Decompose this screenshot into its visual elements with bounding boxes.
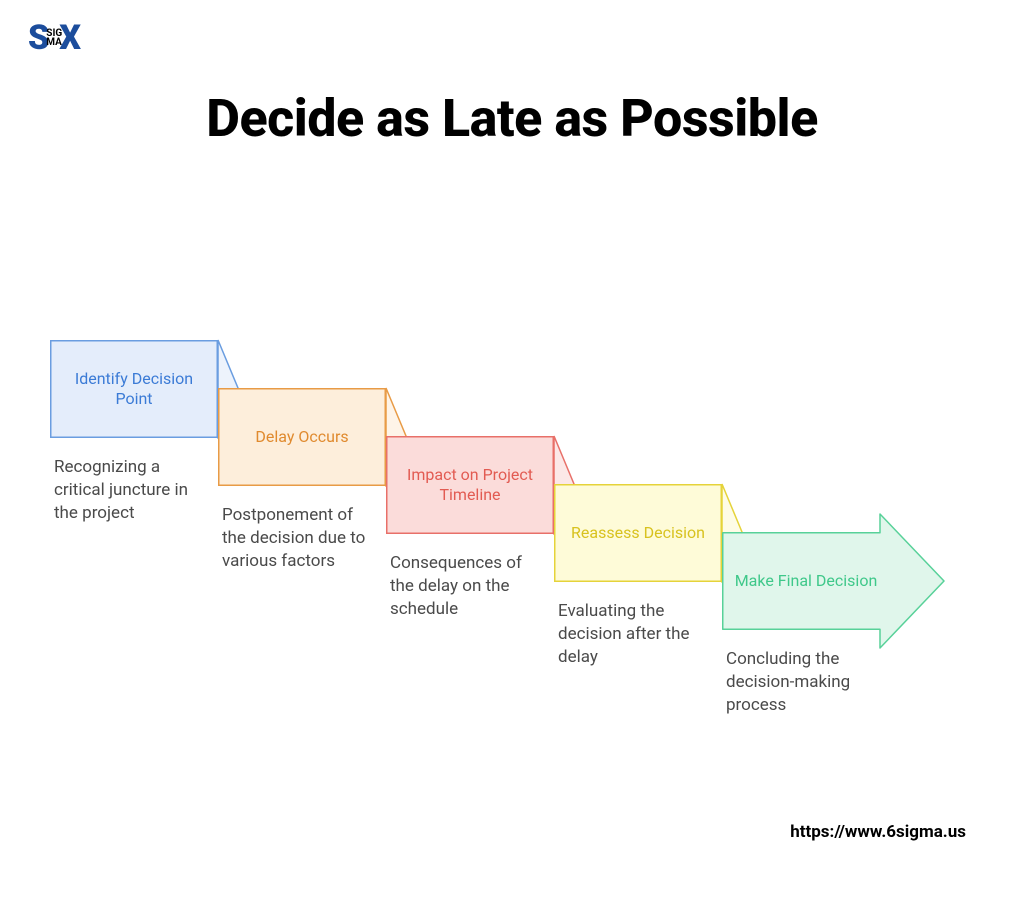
flow-stage-desc: Consequences of the delay on the schedul… — [390, 552, 546, 621]
flow-stage-label: Delay Occurs — [218, 388, 386, 486]
flow-stage-label: Reassess Decision — [554, 484, 722, 582]
flow-stage-label: Identify Decision Point — [50, 340, 218, 438]
flow-shape: Identify Decision Point — [50, 340, 238, 438]
flow-stage-desc: Recognizing a critical juncture in the p… — [54, 456, 210, 525]
logo-x: X — [59, 18, 80, 58]
flow-shape: Delay Occurs — [218, 388, 406, 486]
flow-stage-label: Make Final Decision — [722, 532, 890, 630]
flow-shape: Impact on Project Timeline — [386, 436, 574, 534]
flow-stage-3: Reassess DecisionEvaluating the decision… — [554, 484, 742, 582]
flow-stage-1: Delay OccursPostponement of the decision… — [218, 388, 406, 486]
flow-stage-desc: Postponement of the decision due to vari… — [222, 504, 378, 573]
flow-stage-desc: Concluding the decision-making process — [726, 648, 882, 717]
flow-stage-2: Impact on Project TimelineConsequences o… — [386, 436, 574, 534]
flow-stage-label: Impact on Project Timeline — [386, 436, 554, 534]
footer-url: https://www.6sigma.us — [790, 822, 966, 842]
flow-stage-desc: Evaluating the decision after the delay — [558, 600, 714, 669]
logo-s: S — [28, 18, 48, 58]
flow-shape: Reassess Decision — [554, 484, 742, 582]
flow-stage-4: Make Final DecisionConcluding the decisi… — [722, 532, 958, 630]
page-title: Decide as Late as Possible — [0, 88, 1024, 149]
flow-shape: Make Final Decision — [722, 532, 958, 630]
six-sigma-logo: SSIGMAX — [28, 18, 80, 58]
flow-stage-0: Identify Decision PointRecognizing a cri… — [50, 340, 238, 438]
